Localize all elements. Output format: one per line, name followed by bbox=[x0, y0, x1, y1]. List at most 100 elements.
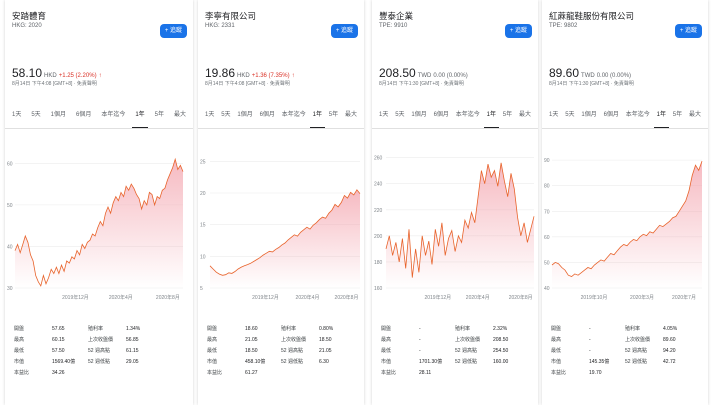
area-fill bbox=[552, 161, 702, 288]
price-row: 208.50 TWD 0.00 (0.00%) bbox=[379, 64, 468, 82]
tab-1m[interactable]: 1個月 bbox=[237, 112, 253, 118]
stat-label: 52 週高點 bbox=[281, 348, 303, 354]
stat-label: 殖利率 bbox=[88, 326, 104, 332]
tab-1y[interactable]: 1年 bbox=[309, 109, 326, 129]
stat-label: 上次收盤價 bbox=[281, 337, 307, 343]
tab-5y[interactable]: 5年 bbox=[502, 112, 513, 118]
ticker-symbol: HKG: 2020 bbox=[12, 23, 42, 29]
stat-label: 本益比 bbox=[14, 370, 30, 376]
company-name: 豐泰企業 bbox=[379, 11, 414, 21]
stat-value: 61.15 bbox=[126, 348, 139, 354]
stats-row: 開盤 18.60 殖利率 0.80% bbox=[207, 324, 357, 335]
stat-value: 42.72 bbox=[663, 359, 676, 365]
tab-ytd[interactable]: 本年迄今 bbox=[625, 112, 650, 118]
stats-row: 本益比 28.11 bbox=[381, 368, 531, 379]
y-tick-label: 10 bbox=[200, 254, 206, 260]
price-chart: 30 40 50 60 2019年12月 2020年4月 2020年8月 bbox=[7, 157, 184, 301]
stat-value: 57.50 bbox=[52, 348, 65, 354]
tab-6m[interactable]: 6個月 bbox=[75, 112, 92, 118]
tab-1d[interactable]: 1天 bbox=[205, 112, 215, 118]
follow-button[interactable]: + 追蹤 bbox=[330, 24, 358, 38]
stat-label: 本益比 bbox=[207, 370, 223, 376]
tab-1m[interactable]: 1個月 bbox=[50, 112, 66, 118]
stat-value: 254.50 bbox=[493, 348, 509, 354]
stat-label: 52 週低點 bbox=[455, 359, 477, 365]
company-name: 李寧有限公司 bbox=[205, 11, 257, 21]
x-tick-label: 2020年4月 bbox=[109, 294, 133, 301]
tab-1m[interactable]: 1個月 bbox=[411, 112, 427, 118]
tab-1y[interactable]: 1年 bbox=[132, 109, 149, 129]
stat-value: - bbox=[419, 337, 421, 343]
stat-label: 本益比 bbox=[381, 370, 397, 376]
stats-row: 最高 - 上次收盤價 208.50 bbox=[381, 335, 531, 346]
stat-label: 52 週低點 bbox=[625, 359, 647, 365]
tab-5y[interactable]: 5年 bbox=[672, 112, 683, 118]
company-name: 安踏體育 bbox=[12, 11, 47, 21]
stat-label: 最高 bbox=[551, 337, 562, 343]
x-tick-label: 2019年10月 bbox=[581, 294, 608, 301]
tab-5y[interactable]: 5年 bbox=[154, 112, 164, 118]
tab-6m[interactable]: 6個月 bbox=[259, 112, 275, 118]
tab-max[interactable]: 最大 bbox=[173, 112, 186, 118]
stock-card-feng-tay: 豐泰企業 TPE: 9910 + 追蹤 208.50 TWD 0.00 (0.00%… bbox=[372, 0, 538, 405]
x-tick-label: 2019年12月 bbox=[424, 294, 451, 301]
tab-1y[interactable]: 1年 bbox=[483, 109, 500, 129]
stat-value: 94.20 bbox=[663, 348, 676, 354]
stat-label: 市值 bbox=[14, 359, 25, 365]
stat-value: 145.35億 bbox=[589, 359, 610, 365]
tab-max[interactable]: 最大 bbox=[344, 112, 357, 118]
price-line bbox=[14, 157, 184, 287]
stats-row: 最高 - 上次收盤價 89.60 bbox=[551, 335, 701, 346]
company-name: 紅蔴龍鞋服份有限公司 bbox=[549, 11, 635, 21]
stat-label: 52 週低點 bbox=[88, 359, 110, 365]
tab-ytd[interactable]: 本年迄今 bbox=[281, 112, 306, 118]
tab-6m[interactable]: 6個月 bbox=[603, 112, 619, 118]
stat-value: 89.60 bbox=[663, 337, 676, 343]
stat-label: 殖利率 bbox=[281, 326, 297, 332]
stat-value: 0.80% bbox=[319, 326, 334, 332]
y-tick-label: 50 bbox=[7, 203, 13, 209]
stat-value: 1701.30億 bbox=[419, 359, 443, 365]
tab-5d[interactable]: 5天 bbox=[395, 112, 405, 118]
tab-5d[interactable]: 5天 bbox=[31, 112, 41, 118]
tab-max[interactable]: 最大 bbox=[688, 112, 701, 118]
tab-5d[interactable]: 5天 bbox=[221, 112, 231, 118]
stock-card-pou-chen: 紅蔴龍鞋服份有限公司 TPE: 9802 + 追蹤 89.60 TWD 0.00 (… bbox=[542, 0, 708, 405]
follow-button[interactable]: + 追蹤 bbox=[674, 24, 702, 38]
x-tick-label: 2020年7月 bbox=[672, 294, 696, 301]
x-tick-label: 2020年8月 bbox=[509, 294, 533, 301]
y-tick-label: 200 bbox=[374, 234, 383, 240]
y-tick-label: 5 bbox=[200, 286, 203, 292]
stat-label: 最高 bbox=[14, 337, 25, 343]
stat-label: 開盤 bbox=[207, 326, 218, 332]
tab-1m[interactable]: 1個月 bbox=[581, 112, 597, 118]
range-tabs: 1天 5天 1個月 6個月 本年迄今 1年 5年 最大 bbox=[202, 109, 360, 129]
tab-1d[interactable]: 1天 bbox=[12, 112, 22, 118]
stats-row: 市值 145.35億 52 週低點 42.72 bbox=[551, 357, 701, 368]
tab-6m[interactable]: 6個月 bbox=[433, 112, 449, 118]
price-line bbox=[209, 189, 361, 276]
follow-button[interactable]: + 追蹤 bbox=[159, 24, 187, 38]
x-tick-label: 2020年8月 bbox=[335, 294, 359, 301]
tab-1d[interactable]: 1天 bbox=[379, 112, 389, 118]
tab-ytd[interactable]: 本年迄今 bbox=[455, 112, 480, 118]
tab-ytd[interactable]: 本年迄今 bbox=[101, 112, 126, 118]
stat-value: 18.50 bbox=[245, 348, 258, 354]
tab-1y[interactable]: 1年 bbox=[653, 109, 670, 129]
y-tick-label: 40 bbox=[7, 244, 13, 250]
stat-label: 上次收盤價 bbox=[625, 337, 651, 343]
stat-value: - bbox=[589, 348, 591, 354]
price-line bbox=[385, 162, 535, 278]
stats-row: 市值 458.10億 52 週低點 6.30 bbox=[207, 357, 357, 368]
y-tick-label: 60 bbox=[7, 161, 13, 167]
stat-value: - bbox=[589, 326, 591, 332]
stat-value: 18.50 bbox=[319, 337, 332, 343]
tab-max[interactable]: 最大 bbox=[518, 112, 531, 118]
tab-1d[interactable]: 1天 bbox=[549, 112, 559, 118]
price-change: 0.00 (0.00%) bbox=[433, 73, 468, 79]
up-arrow-icon: ↑ bbox=[291, 73, 295, 79]
tab-5y[interactable]: 5年 bbox=[328, 112, 339, 118]
tab-5d[interactable]: 5天 bbox=[565, 112, 575, 118]
follow-button[interactable]: + 追蹤 bbox=[504, 24, 532, 38]
stat-value: 1569.40億 bbox=[52, 359, 76, 365]
